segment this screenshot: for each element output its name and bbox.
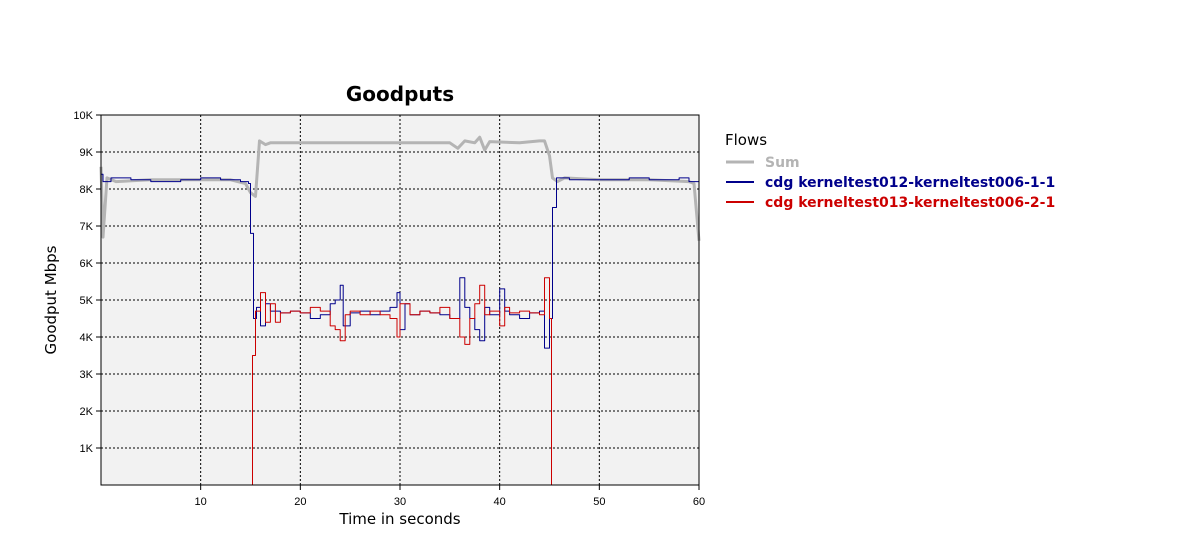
y-axis-label: Goodput Mbps (42, 245, 60, 354)
y-tick-label: 7K (80, 221, 94, 233)
y-tick-label: 8K (80, 184, 94, 196)
y-tick-label: 2K (80, 406, 94, 418)
x-tick-label: 10 (195, 496, 207, 508)
series-line-1 (101, 173, 699, 349)
y-tick-label: 10K (73, 110, 93, 122)
x-tick-label: 50 (593, 496, 605, 508)
series-line-2 (101, 277, 699, 486)
axis-ticks: 10 20 30 40 50 60 1K 2K 3K 4K 5K 6K 7K 8K 9K 10K (73, 110, 705, 508)
y-tick-label: 4K (80, 332, 94, 344)
x-tick-label: 60 (693, 496, 705, 508)
x-axis-label: Time in seconds (338, 510, 460, 528)
x-tick-label: 40 (494, 496, 506, 508)
y-tick-label: 6K (80, 258, 94, 270)
legend-title: Flows (725, 131, 767, 149)
legend-label-2: cdg kerneltest013-kerneltest006-2-1 (765, 195, 1055, 211)
series-layer (99, 135, 701, 486)
y-tick-label: 9K (80, 147, 94, 159)
x-tick-label: 20 (294, 496, 306, 508)
y-tick-label: 5K (80, 295, 94, 307)
chart-title: Goodputs (346, 82, 454, 106)
x-tick-label: 30 (394, 496, 406, 508)
legend-label-1: cdg kerneltest012-kerneltest006-1-1 (765, 175, 1055, 191)
grid-lines (101, 115, 699, 485)
y-tick-label: 1K (80, 443, 94, 455)
legend: Flows Sum cdg kerneltest012-kerneltest006… (725, 131, 1055, 211)
legend-label-0: Sum (765, 155, 800, 171)
y-tick-label: 3K (80, 369, 94, 381)
